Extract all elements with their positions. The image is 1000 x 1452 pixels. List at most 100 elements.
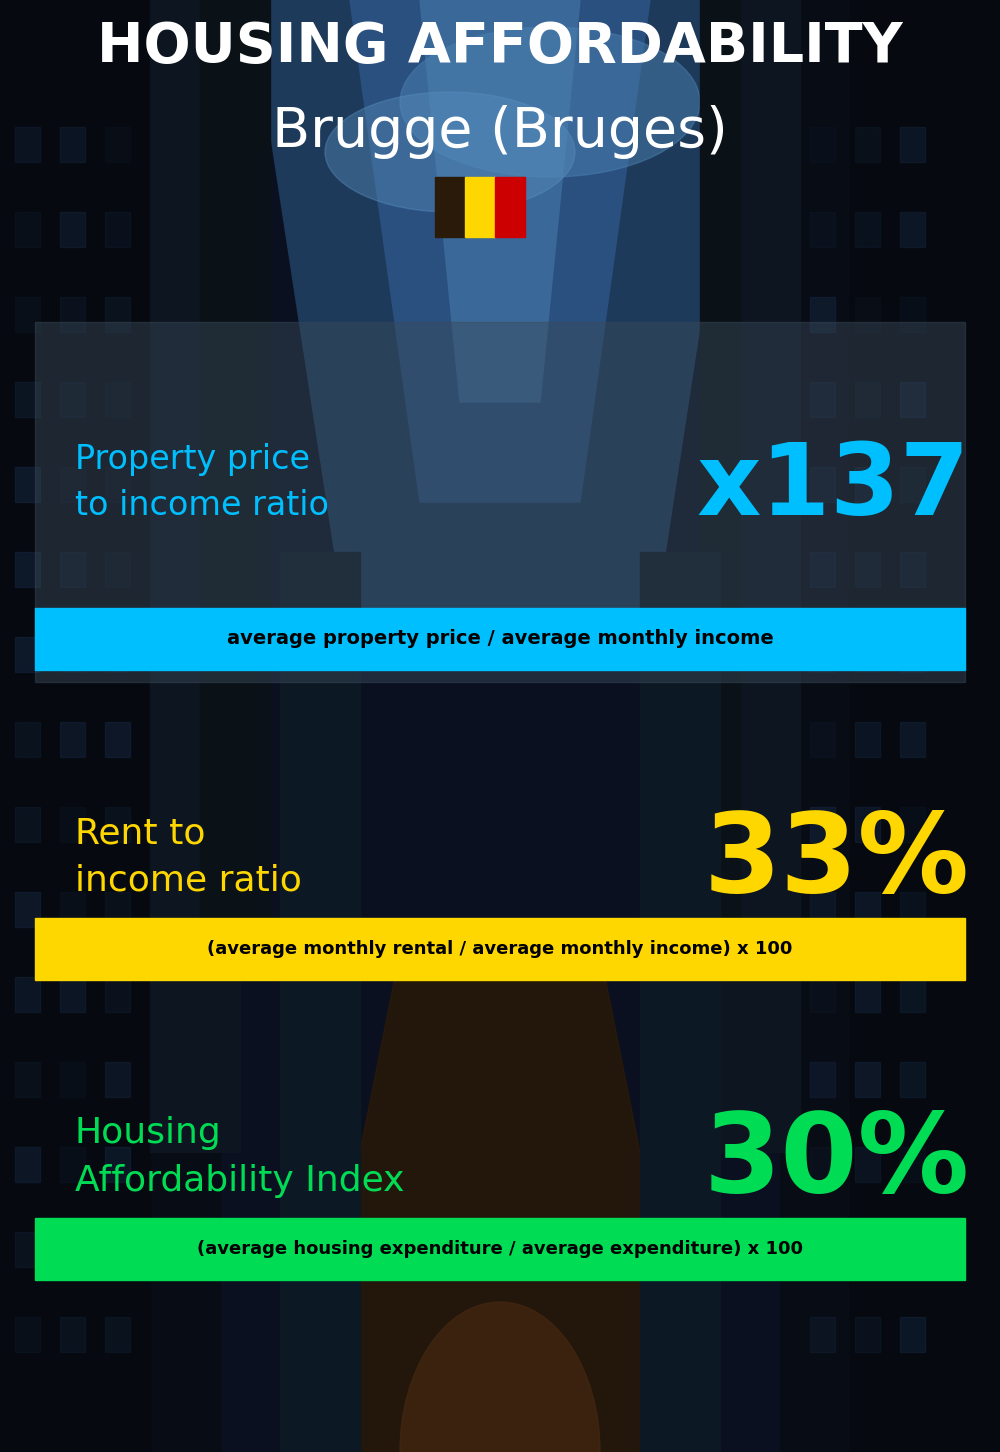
Text: HOUSING AFFORDABILITY: HOUSING AFFORDABILITY xyxy=(97,20,903,74)
Bar xyxy=(35,322,965,682)
Bar xyxy=(810,637,835,672)
Bar xyxy=(105,212,130,247)
Bar xyxy=(810,1231,835,1268)
Bar xyxy=(60,1231,85,1268)
Bar xyxy=(15,892,40,926)
Bar xyxy=(60,468,85,502)
Bar xyxy=(35,918,965,980)
Bar xyxy=(810,468,835,502)
Bar xyxy=(855,298,880,333)
Bar xyxy=(15,1147,40,1182)
Bar xyxy=(105,1317,130,1352)
Bar xyxy=(60,1317,85,1352)
Bar xyxy=(855,1231,880,1268)
Bar xyxy=(15,298,40,333)
Ellipse shape xyxy=(325,91,575,212)
Bar xyxy=(15,1231,40,1268)
Text: Housing
Affordability Index: Housing Affordability Index xyxy=(75,1117,404,1198)
Bar xyxy=(900,1061,925,1098)
Bar xyxy=(855,1317,880,1352)
Polygon shape xyxy=(250,0,750,652)
Bar xyxy=(900,126,925,163)
Text: Brugge (Bruges): Brugge (Bruges) xyxy=(272,105,728,160)
Bar xyxy=(855,1061,880,1098)
Text: (average housing expenditure / average expenditure) x 100: (average housing expenditure / average e… xyxy=(197,1240,803,1257)
Bar xyxy=(900,552,925,587)
Bar xyxy=(640,552,720,1452)
Bar xyxy=(900,1231,925,1268)
Bar xyxy=(855,1147,880,1182)
Text: 33%: 33% xyxy=(704,809,970,916)
Bar xyxy=(855,892,880,926)
Bar xyxy=(105,977,130,1012)
Bar xyxy=(435,177,465,237)
Ellipse shape xyxy=(400,1302,600,1452)
Bar xyxy=(810,892,835,926)
Bar xyxy=(850,0,1000,1452)
Bar xyxy=(855,722,880,756)
Bar xyxy=(15,637,40,672)
Polygon shape xyxy=(300,953,700,1452)
Polygon shape xyxy=(350,0,650,502)
Bar xyxy=(900,977,925,1012)
Bar xyxy=(810,807,835,842)
Bar xyxy=(900,1317,925,1352)
Bar xyxy=(900,892,925,926)
Bar xyxy=(780,0,1000,1452)
Bar xyxy=(105,1147,130,1182)
Bar xyxy=(60,977,85,1012)
Bar xyxy=(60,382,85,417)
Bar xyxy=(720,0,800,1151)
Bar xyxy=(855,977,880,1012)
Bar xyxy=(465,177,495,237)
Bar xyxy=(855,807,880,842)
Bar xyxy=(810,1317,835,1352)
Bar xyxy=(105,1061,130,1098)
Bar xyxy=(855,468,880,502)
Bar xyxy=(105,552,130,587)
Bar xyxy=(900,807,925,842)
Bar xyxy=(810,977,835,1012)
Bar xyxy=(35,1218,965,1281)
Bar xyxy=(60,126,85,163)
Bar xyxy=(810,298,835,333)
Bar xyxy=(855,637,880,672)
Bar xyxy=(105,722,130,756)
Bar xyxy=(60,212,85,247)
Bar xyxy=(810,212,835,247)
Bar xyxy=(15,807,40,842)
Bar xyxy=(810,382,835,417)
Ellipse shape xyxy=(400,28,700,177)
Bar xyxy=(810,1061,835,1098)
Bar xyxy=(900,468,925,502)
Bar xyxy=(35,608,965,669)
Text: (average monthly rental / average monthly income) x 100: (average monthly rental / average monthl… xyxy=(207,939,793,958)
Bar xyxy=(15,1317,40,1352)
Bar xyxy=(105,298,130,333)
Bar xyxy=(150,0,240,1151)
Bar xyxy=(105,126,130,163)
Bar xyxy=(105,637,130,672)
Bar xyxy=(280,552,360,1452)
Bar xyxy=(0,0,150,1452)
Bar xyxy=(15,468,40,502)
Bar xyxy=(105,892,130,926)
Bar xyxy=(105,807,130,842)
Bar xyxy=(855,212,880,247)
Bar xyxy=(15,722,40,756)
Bar xyxy=(810,1147,835,1182)
Text: 30%: 30% xyxy=(704,1108,970,1215)
Text: x137: x137 xyxy=(697,439,970,536)
Bar xyxy=(60,807,85,842)
Bar xyxy=(810,552,835,587)
Bar xyxy=(900,637,925,672)
Bar xyxy=(105,382,130,417)
Text: Property price
to income ratio: Property price to income ratio xyxy=(75,443,329,521)
Bar xyxy=(700,0,740,953)
Bar xyxy=(495,177,525,237)
Bar xyxy=(105,1231,130,1268)
Polygon shape xyxy=(420,0,580,402)
Bar xyxy=(15,212,40,247)
Bar xyxy=(15,552,40,587)
Bar xyxy=(60,892,85,926)
